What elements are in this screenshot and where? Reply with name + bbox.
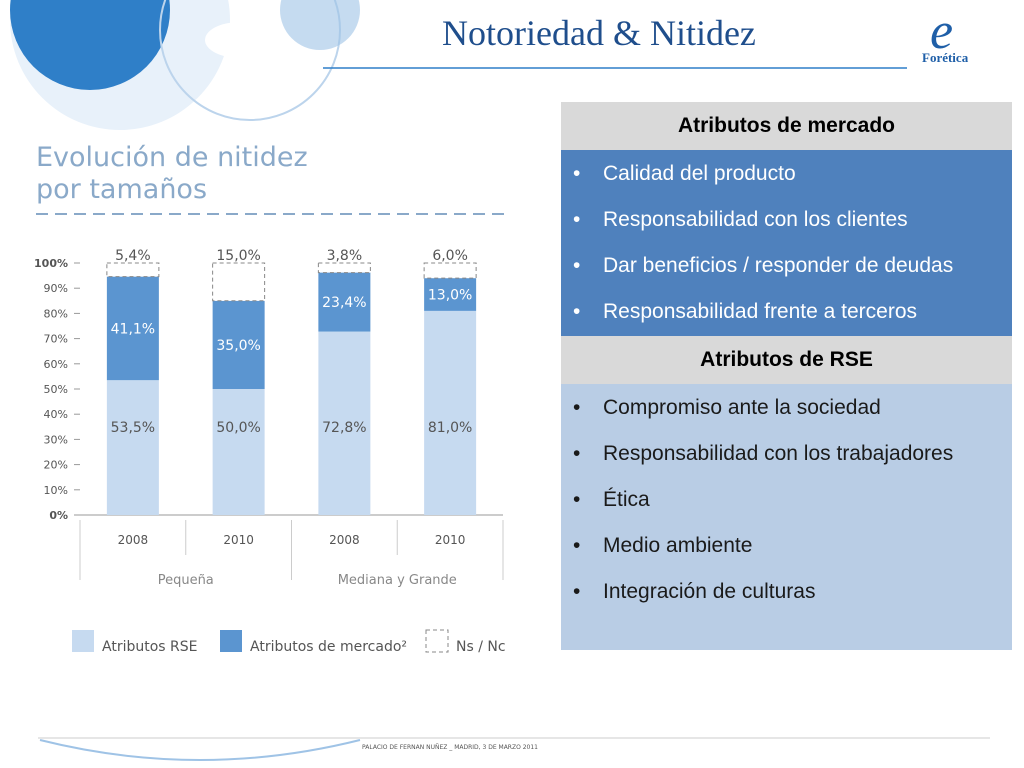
- y-tick-label: 100%: [34, 257, 68, 270]
- value-label: 50,0%: [216, 420, 260, 436]
- decoration: [280, 0, 360, 50]
- bar-segment: [106, 380, 159, 515]
- y-tick-label: 40%: [44, 408, 68, 421]
- bar-segment: [318, 331, 371, 515]
- x-tick-label: 2010: [435, 533, 466, 547]
- bar-segment: [212, 262, 266, 302]
- value-label: 35,0%: [216, 338, 260, 354]
- x-tick-label: 2008: [329, 533, 360, 547]
- footer: PALACIO DE FERNAN NUÑEZ _ MADRID, 3 DE M…: [362, 744, 538, 751]
- section-header: Atributos de mercado: [561, 102, 1012, 150]
- bar-segment: [423, 262, 477, 279]
- y-tick-label: 70%: [44, 333, 68, 346]
- y-tick-label: 0%: [49, 509, 68, 522]
- value-label: 81,0%: [428, 420, 472, 436]
- bullet-item: Calidad del producto: [561, 154, 1012, 200]
- bullet-item: Integración de culturas: [561, 572, 1012, 618]
- logo: Forética: [922, 50, 969, 65]
- x-tick-label: 2010: [223, 533, 254, 547]
- bar-segment: [106, 276, 159, 381]
- bullet-item: Compromiso ante la sociedad: [561, 388, 1012, 434]
- bullet-item: Responsabilidad frente a terceros: [561, 292, 1012, 338]
- y-tick-label: 50%: [44, 383, 68, 396]
- y-tick-label: 10%: [44, 484, 68, 497]
- legend-swatch: [425, 629, 449, 653]
- bar-segment: [212, 300, 265, 389]
- section-body: Compromiso ante la sociedadResponsabilid…: [561, 384, 1012, 650]
- value-label: 5,4%: [115, 248, 151, 264]
- bullet-item: Responsabilidad con los trabajadores: [561, 434, 1012, 480]
- bar-segment: [212, 389, 265, 515]
- bar-segment: [106, 262, 160, 278]
- value-label: 72,8%: [322, 420, 366, 436]
- decoration: [205, 22, 275, 58]
- bar-segment: [317, 262, 371, 274]
- slide-title: Notoriedad & Nitidez: [442, 13, 756, 53]
- decoration: [39, 739, 361, 761]
- value-label: 23,4%: [322, 295, 366, 311]
- section-header: Atributos de RSE: [561, 336, 1012, 384]
- legend-swatch: [220, 630, 242, 652]
- chart-title: Evolución de nitidez por tamaños: [36, 142, 308, 205]
- bullet-item: Responsabilidad con los clientes: [561, 200, 1012, 246]
- y-tick-label: 20%: [44, 459, 68, 472]
- section-body: Calidad del productoResponsabilidad con …: [561, 150, 1012, 336]
- bullet-item: Dar beneficios / responder de deudas: [561, 246, 1012, 292]
- value-label: 3,8%: [327, 248, 363, 264]
- bar-segment: [318, 272, 371, 332]
- x-tick-label: 2008: [118, 533, 149, 547]
- decoration: [10, 0, 170, 90]
- group-label: Pequeña: [158, 573, 214, 588]
- legend-swatch: [72, 630, 94, 652]
- legend-label: Ns / Nc: [456, 639, 506, 655]
- bullet-item: Ética: [561, 480, 1012, 526]
- value-label: 41,1%: [111, 321, 155, 337]
- legend-label: Atributos RSE: [102, 639, 197, 655]
- bullet-item: Medio ambiente: [561, 526, 1012, 572]
- group-label: Mediana y Grande: [338, 573, 457, 588]
- y-tick-label: 90%: [44, 282, 68, 295]
- y-tick-label: 30%: [44, 433, 68, 446]
- bar-segment: [424, 278, 477, 311]
- value-label: 15,0%: [216, 248, 260, 264]
- value-label: 13,0%: [428, 288, 472, 304]
- bar-segment: [424, 310, 477, 515]
- value-label: 53,5%: [111, 420, 155, 436]
- legend-label: Atributos de mercado²: [250, 639, 407, 655]
- logo-mark: e: [930, 3, 954, 60]
- y-tick-label: 80%: [44, 307, 68, 320]
- attribute-table: Atributos de mercadoCalidad del producto…: [561, 102, 1012, 650]
- y-tick-label: 60%: [44, 358, 68, 371]
- value-label: 6,0%: [432, 248, 468, 264]
